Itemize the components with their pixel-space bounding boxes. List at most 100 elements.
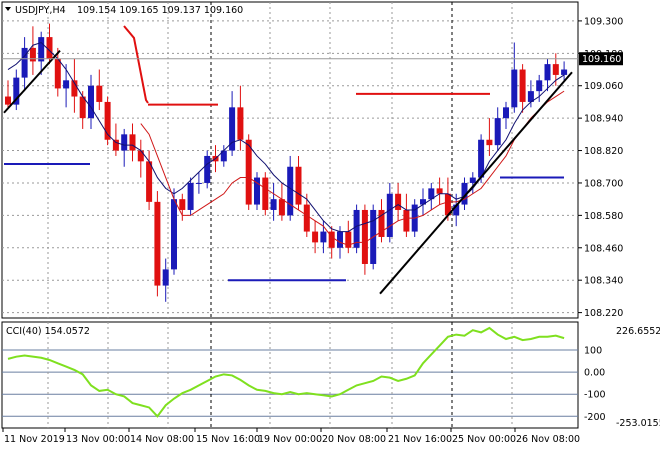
level-line bbox=[123, 25, 149, 104]
candle-body bbox=[303, 204, 310, 232]
candle-body bbox=[494, 118, 501, 146]
price-tick-label: 108.460 bbox=[584, 243, 623, 254]
price-tick-label: 108.940 bbox=[584, 114, 623, 125]
candle-body bbox=[245, 139, 252, 205]
cci-level-label: 0.00 bbox=[584, 368, 605, 379]
time-tick-label: 21 Nov 16:00 bbox=[388, 434, 452, 445]
cci-level-label: -200 bbox=[584, 412, 606, 423]
candle-body bbox=[486, 139, 493, 146]
candle-body bbox=[478, 139, 485, 178]
level-lines bbox=[4, 25, 564, 282]
time-tick-label: 19 Nov 00:00 bbox=[258, 434, 322, 445]
candle-body bbox=[320, 231, 327, 243]
candle-body bbox=[29, 47, 36, 62]
candle-body bbox=[436, 188, 443, 194]
candle-body bbox=[63, 80, 70, 89]
candle-body bbox=[162, 269, 169, 286]
price-axis: 109.300109.180109.060108.940108.820108.7… bbox=[578, 16, 623, 319]
candle-body bbox=[229, 107, 236, 151]
price-pane[interactable]: 109.300109.180109.060108.940108.820108.7… bbox=[1, 1, 623, 319]
candle-body bbox=[54, 58, 61, 89]
time-tick-label: 26 Nov 08:00 bbox=[516, 434, 580, 445]
candle-body bbox=[378, 209, 385, 237]
candle-body bbox=[361, 209, 368, 264]
price-tick-label: 108.220 bbox=[584, 308, 623, 319]
candle-body bbox=[5, 96, 11, 105]
cci-grid bbox=[2, 322, 578, 428]
price-tick-label: 108.700 bbox=[584, 178, 623, 189]
cci-label: CCI(40) 154.0572 bbox=[6, 326, 90, 337]
candle-body bbox=[519, 69, 526, 102]
candle-body bbox=[13, 77, 20, 105]
candle-body bbox=[146, 161, 153, 202]
candle-body bbox=[129, 134, 136, 151]
ohlc-label: 109.154 109.165 109.137 109.160 bbox=[77, 5, 243, 16]
candle-body bbox=[270, 199, 277, 210]
trendline bbox=[3, 49, 61, 114]
candle-body bbox=[453, 204, 460, 216]
cci-axis: 100 0.00 -100 -200 bbox=[584, 346, 606, 423]
current-price-label: 109.160 bbox=[582, 54, 621, 65]
symbol-label: USDJPY,H4 bbox=[15, 5, 66, 16]
candle-body bbox=[195, 182, 202, 184]
cci-level-label: 100 bbox=[584, 346, 602, 357]
candle-body bbox=[112, 139, 119, 151]
candle-body bbox=[88, 85, 94, 119]
candle-body bbox=[503, 107, 509, 119]
candle-body bbox=[511, 69, 518, 108]
candle-body bbox=[527, 91, 534, 102]
candle-body bbox=[345, 231, 352, 248]
time-tick-label: 20 Nov 08:00 bbox=[322, 434, 386, 445]
candle-body bbox=[544, 64, 551, 81]
candle-body bbox=[536, 80, 543, 92]
candle-body bbox=[295, 166, 302, 205]
cci-pane[interactable]: 100 0.00 -100 -200 CCI(40) 154.0572 226.655… bbox=[1, 321, 660, 429]
candle-body bbox=[237, 107, 244, 140]
cci-min-label: -253.0155 bbox=[616, 418, 660, 429]
cci-series-line bbox=[7, 326, 565, 418]
time-tick-label: 15 Nov 16:00 bbox=[196, 434, 260, 445]
candle-body bbox=[386, 193, 393, 237]
candle-body bbox=[171, 199, 177, 270]
trendline bbox=[379, 71, 573, 295]
time-tick-label: 11 Nov 2019 bbox=[4, 434, 65, 445]
candle-body bbox=[312, 231, 319, 243]
candle-body bbox=[337, 231, 343, 248]
candle-body bbox=[420, 199, 426, 205]
candle-body bbox=[137, 150, 144, 162]
candle-body bbox=[46, 37, 53, 59]
candle-body bbox=[220, 150, 227, 162]
cci-pane-frame bbox=[1, 321, 579, 429]
candle-body bbox=[353, 209, 360, 248]
candle-body bbox=[561, 69, 568, 75]
candle-body bbox=[469, 177, 476, 183]
candle-body bbox=[395, 193, 402, 210]
price-tick-label: 109.300 bbox=[584, 16, 623, 27]
candle-body bbox=[121, 134, 128, 151]
candle-body bbox=[287, 166, 294, 216]
cci-level-label: -100 bbox=[584, 390, 606, 401]
candle-body bbox=[179, 199, 186, 210]
candle-body bbox=[262, 177, 269, 210]
candle-body bbox=[328, 231, 335, 248]
candle-body bbox=[154, 201, 161, 286]
price-grid bbox=[2, 2, 578, 318]
candle-body bbox=[278, 199, 285, 216]
candle-body bbox=[79, 96, 86, 119]
price-tick-label: 108.820 bbox=[584, 146, 623, 157]
candle-body bbox=[104, 101, 111, 140]
candle-body bbox=[403, 209, 410, 232]
candle-body bbox=[461, 182, 468, 205]
cci-line bbox=[7, 326, 565, 418]
time-axis: 11 Nov 2019 13 Nov 00:00 14 Nov 08:00 15 No… bbox=[2, 428, 580, 445]
candle-body bbox=[444, 193, 451, 216]
candle-body bbox=[204, 155, 211, 183]
candle-body bbox=[21, 47, 28, 78]
dropdown-arrow-icon[interactable] bbox=[5, 7, 11, 11]
candle-body bbox=[187, 182, 194, 210]
candle-body bbox=[254, 177, 260, 205]
candle-body bbox=[552, 64, 559, 75]
candle-body bbox=[96, 85, 103, 102]
trendlines bbox=[3, 49, 573, 295]
